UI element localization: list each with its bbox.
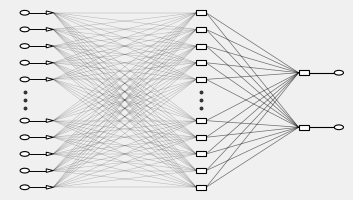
Circle shape	[334, 125, 343, 130]
Circle shape	[20, 168, 29, 173]
Polygon shape	[46, 61, 53, 65]
Bar	[196, 44, 206, 49]
Bar	[196, 118, 206, 123]
Bar	[196, 151, 206, 156]
Polygon shape	[46, 78, 53, 81]
Polygon shape	[46, 119, 53, 122]
Polygon shape	[46, 11, 53, 15]
Polygon shape	[46, 169, 53, 172]
Bar	[299, 70, 309, 75]
Circle shape	[20, 77, 29, 82]
Polygon shape	[46, 135, 53, 139]
Circle shape	[20, 152, 29, 156]
Bar	[299, 125, 309, 130]
Bar	[196, 10, 206, 15]
Polygon shape	[46, 28, 53, 31]
Bar	[196, 77, 206, 82]
Circle shape	[20, 27, 29, 32]
Bar	[196, 27, 206, 32]
Circle shape	[20, 118, 29, 123]
Circle shape	[20, 185, 29, 190]
Circle shape	[20, 10, 29, 15]
Bar	[196, 60, 206, 65]
Polygon shape	[46, 152, 53, 156]
Bar	[196, 168, 206, 173]
Bar	[196, 135, 206, 140]
Circle shape	[20, 135, 29, 140]
Circle shape	[20, 44, 29, 48]
Circle shape	[334, 70, 343, 75]
Polygon shape	[46, 185, 53, 189]
Circle shape	[20, 60, 29, 65]
Bar	[196, 185, 206, 190]
Polygon shape	[46, 44, 53, 48]
